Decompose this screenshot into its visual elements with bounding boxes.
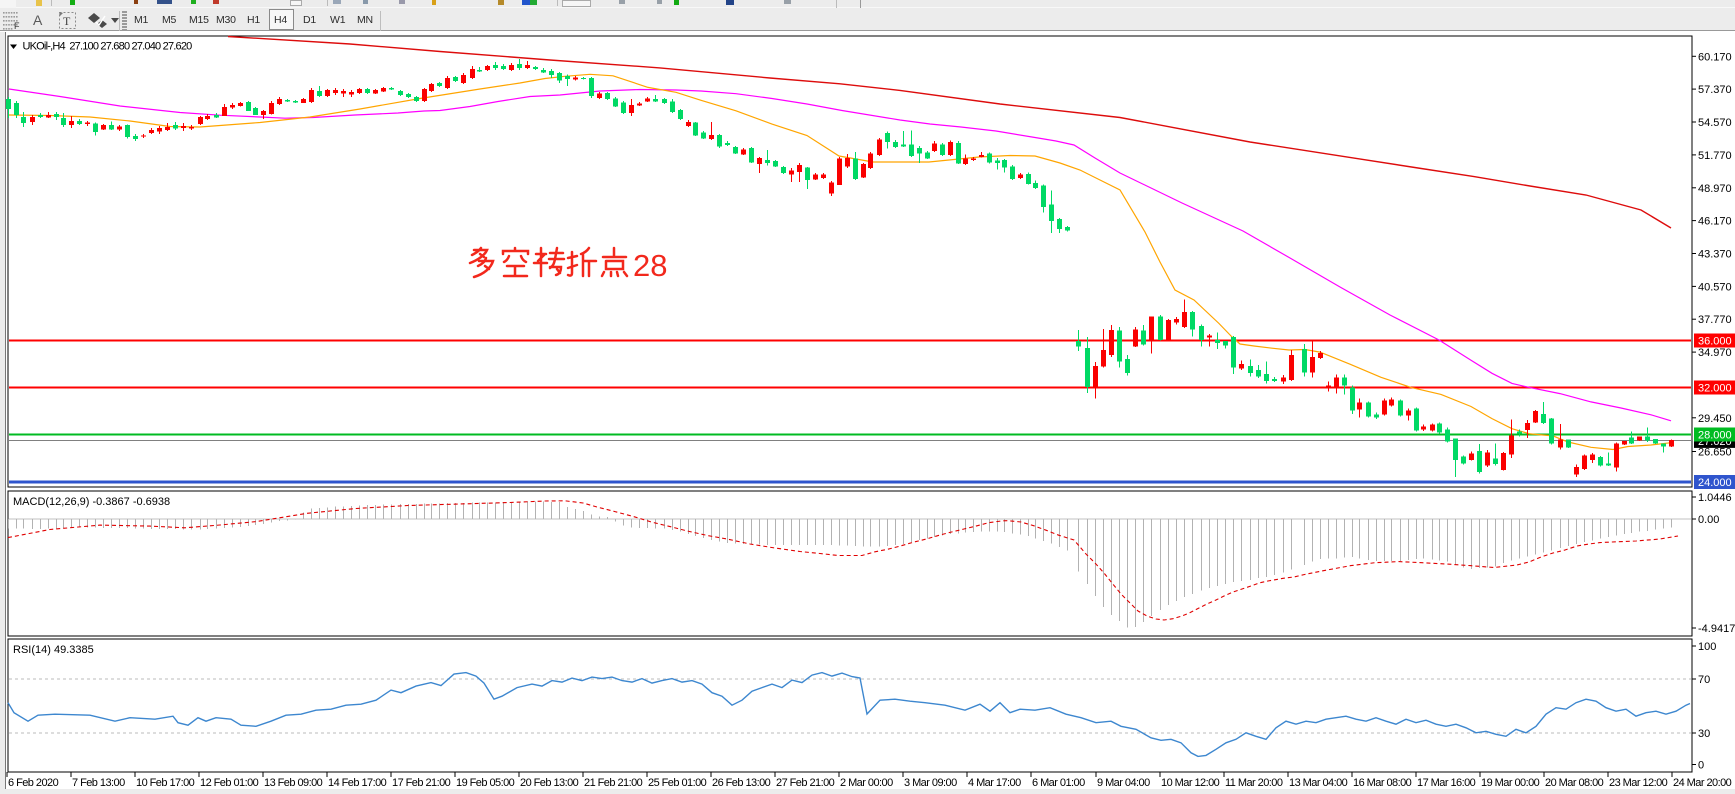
svg-text:1.0446: 1.0446 [1698,492,1732,504]
svg-text:60.170: 60.170 [1698,51,1732,63]
svg-text:26 Feb 13:00: 26 Feb 13:00 [712,777,771,789]
svg-text:17 Mar 16:00: 17 Mar 16:00 [1417,777,1476,789]
svg-text:25 Feb 01:00: 25 Feb 01:00 [648,777,707,789]
svg-text:21 Feb 21:00: 21 Feb 21:00 [584,777,643,789]
svg-text:46.170: 46.170 [1698,216,1732,228]
svg-text:37.770: 37.770 [1698,314,1732,326]
svg-text:54.570: 54.570 [1698,117,1732,129]
svg-text:7 Feb 13:00: 7 Feb 13:00 [72,777,125,789]
svg-text:29.450: 29.450 [1698,413,1732,425]
svg-text:4 Mar 17:00: 4 Mar 17:00 [968,777,1021,789]
svg-text:48.970: 48.970 [1698,183,1732,195]
svg-text:100: 100 [1698,641,1716,653]
svg-text:40.570: 40.570 [1698,281,1732,293]
svg-text:32.000: 32.000 [1698,383,1732,395]
svg-text:UKOil-,H4 27.100 27.680 27.04: UKOil-,H4 27.100 27.680 27.040 27.620 [23,41,193,53]
svg-text:6 Feb 2020: 6 Feb 2020 [8,777,59,789]
svg-text:14 Feb 17:00: 14 Feb 17:00 [328,777,387,789]
svg-text:19 Mar 00:00: 19 Mar 00:00 [1481,777,1540,789]
svg-text:3 Mar 09:00: 3 Mar 09:00 [904,777,957,789]
svg-text:24 Mar 20:00: 24 Mar 20:00 [1673,777,1732,789]
svg-text:20 Mar 08:00: 20 Mar 08:00 [1545,777,1604,789]
svg-text:2 Mar 00:00: 2 Mar 00:00 [840,777,893,789]
svg-text:MACD(12,26,9) -0.3867 -0.6938: MACD(12,26,9) -0.3867 -0.6938 [13,496,170,508]
svg-text:T: T [63,14,71,28]
svg-text:51.770: 51.770 [1698,150,1732,162]
svg-text:6 Mar 01:00: 6 Mar 01:00 [1032,777,1085,789]
svg-text:20 Feb 13:00: 20 Feb 13:00 [520,777,579,789]
svg-text:30: 30 [1698,728,1710,740]
svg-text:16 Mar 08:00: 16 Mar 08:00 [1353,777,1412,789]
svg-text:10 Mar 12:00: 10 Mar 12:00 [1161,777,1220,789]
svg-text:RSI(14) 49.3385: RSI(14) 49.3385 [13,644,94,656]
svg-text:17 Feb 21:00: 17 Feb 21:00 [392,777,451,789]
svg-text:57.370: 57.370 [1698,84,1732,96]
svg-text:19 Feb 05:00: 19 Feb 05:00 [456,777,515,789]
svg-text:13 Feb 09:00: 13 Feb 09:00 [264,777,323,789]
svg-text:70: 70 [1698,674,1710,686]
svg-text:28.000: 28.000 [1698,430,1732,442]
svg-text:28: 28 [633,248,667,283]
svg-text:-4.9417: -4.9417 [1698,623,1735,635]
svg-text:9 Mar 04:00: 9 Mar 04:00 [1097,777,1150,789]
svg-text:23 Mar 12:00: 23 Mar 12:00 [1609,777,1668,789]
svg-text:43.370: 43.370 [1698,249,1732,261]
svg-text:10 Feb 17:00: 10 Feb 17:00 [136,777,195,789]
svg-text:13 Mar 04:00: 13 Mar 04:00 [1289,777,1348,789]
svg-text:36.000: 36.000 [1698,336,1732,348]
svg-text:11 Mar 20:00: 11 Mar 20:00 [1225,777,1283,789]
svg-text:26.650: 26.650 [1698,447,1732,459]
svg-text:27 Feb 21:00: 27 Feb 21:00 [776,777,835,789]
svg-text:12 Feb 01:00: 12 Feb 01:00 [200,777,259,789]
svg-text:0: 0 [1698,760,1704,772]
svg-text:34.970: 34.970 [1698,347,1732,359]
svg-text:0.00: 0.00 [1698,514,1719,526]
svg-text:F: F [14,21,20,31]
svg-text:24.000: 24.000 [1698,477,1732,489]
